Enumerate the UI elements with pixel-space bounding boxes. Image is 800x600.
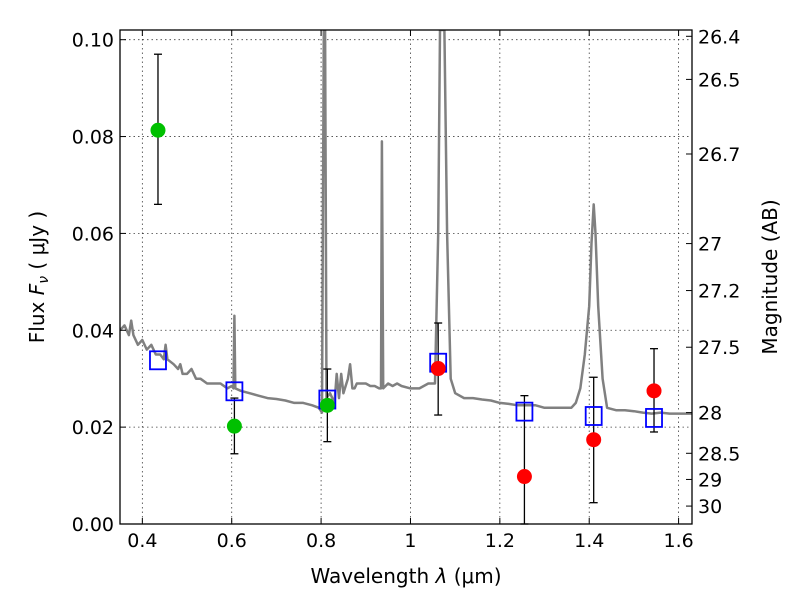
- x-tick-label: 1.6: [663, 530, 693, 552]
- observed-point-red: [646, 383, 662, 399]
- x-tick-label: 1.2: [485, 530, 515, 552]
- y2-tick-label: 26.5: [698, 69, 740, 91]
- y2-tick-label: 26.7: [698, 144, 740, 166]
- grid-lines: [120, 30, 692, 524]
- x-tick-label: 0.8: [306, 530, 336, 552]
- y2-tick-label: 26.4: [698, 26, 740, 48]
- model-photometry-square: [149, 350, 167, 371]
- x-tick-label: 1: [404, 530, 416, 552]
- x-axis-label: Wavelength λ (μm): [310, 564, 501, 588]
- y-axis-label: Flux Fν ( μJy ): [25, 211, 52, 343]
- y2-axis-label: Magnitude (AB): [758, 199, 782, 354]
- x-tick-label: 1.4: [574, 530, 604, 552]
- plot-frame: [119, 29, 693, 525]
- x-tick-label: 0.6: [217, 530, 247, 552]
- x-tick-label: 0.4: [127, 530, 157, 552]
- x-axis-ticks: 0.4 0.6 0.8 1 1.2 1.4 1.6: [127, 30, 694, 552]
- model-photometry-square: [645, 408, 663, 428]
- y-axis-ticks: 0.00 0.02 0.04 0.06 0.08 0.10: [72, 30, 126, 536]
- y2-tick-label: 28: [698, 403, 722, 425]
- y2-tick-label: 27.2: [698, 281, 740, 303]
- y-tick-label: 0.02: [72, 417, 114, 439]
- observed-point-red: [586, 432, 602, 448]
- y-tick-label: 0.04: [72, 320, 114, 342]
- observed-point-green: [226, 418, 242, 434]
- data-markers: [149, 122, 663, 485]
- observed-point-red: [516, 469, 532, 485]
- y2-tick-label: 27: [698, 234, 722, 256]
- observed-point-green: [319, 397, 335, 413]
- y2-axis-ticks: 26.4 26.5 26.7 27 27.2 27.5 28 28.5 29 30: [686, 26, 740, 518]
- model-spectrum-line: [120, 30, 692, 415]
- y2-tick-label: 29: [698, 469, 722, 491]
- y2-tick-label: 27.5: [698, 337, 740, 359]
- model-photometry-square: [225, 381, 244, 402]
- model-photometry-square: [584, 406, 603, 426]
- model-spectrum: [120, 30, 692, 415]
- observed-point-green: [150, 122, 166, 138]
- model-photometry-square: [515, 401, 534, 422]
- y2-tick-label: 30: [698, 496, 722, 518]
- y-tick-label: 0.10: [72, 30, 114, 52]
- y2-tick-label: 28.5: [698, 443, 740, 465]
- observed-point-red: [430, 361, 446, 377]
- y-tick-label: 0.00: [72, 514, 114, 536]
- y-tick-label: 0.06: [72, 223, 114, 245]
- y-tick-label: 0.08: [72, 127, 114, 149]
- plot-area: [120, 30, 692, 524]
